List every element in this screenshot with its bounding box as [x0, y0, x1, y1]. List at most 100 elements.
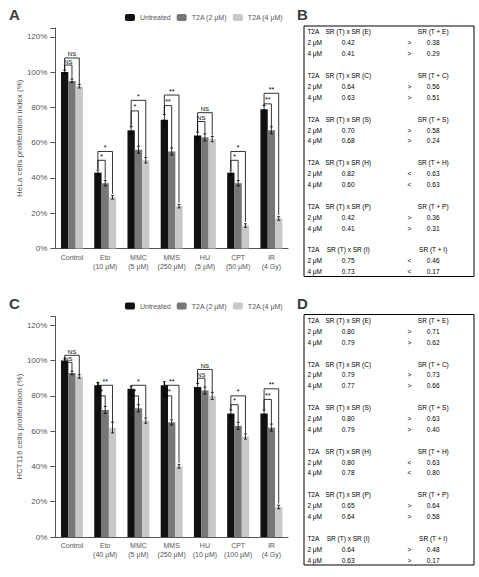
- svg-text:Untreated: Untreated: [140, 14, 171, 21]
- svg-text:0.42: 0.42: [342, 214, 355, 221]
- svg-text:0.31: 0.31: [427, 225, 440, 232]
- svg-text:NS: NS: [68, 51, 76, 57]
- svg-text:Untreated: Untreated: [140, 303, 171, 310]
- svg-text:(250 μM): (250 μM): [158, 551, 186, 559]
- svg-text:2 μM: 2 μM: [307, 459, 322, 467]
- svg-text:*: *: [237, 388, 240, 395]
- svg-text:>: >: [408, 502, 412, 509]
- svg-text:NS: NS: [68, 349, 76, 355]
- svg-text:(4 Gy): (4 Gy): [262, 551, 281, 559]
- svg-text:A: A: [9, 6, 20, 23]
- svg-text:SR (T) x SR (S): SR (T) x SR (S): [325, 116, 371, 124]
- svg-text:>: >: [408, 546, 412, 553]
- svg-text:0.62: 0.62: [427, 339, 440, 346]
- svg-text:0.60: 0.60: [342, 181, 355, 188]
- svg-text:>: >: [408, 94, 412, 101]
- svg-text:0.58: 0.58: [427, 127, 440, 134]
- svg-text:80%: 80%: [31, 103, 47, 112]
- svg-text:Eto: Eto: [100, 254, 111, 261]
- svg-text:0.51: 0.51: [427, 94, 440, 101]
- svg-text:SR (T + I): SR (T + I): [419, 246, 447, 254]
- svg-text:4 μM: 4 μM: [307, 137, 322, 145]
- svg-text:2 μM: 2 μM: [307, 170, 322, 178]
- svg-text:2 μM: 2 μM: [307, 83, 322, 91]
- svg-text:*: *: [237, 144, 240, 151]
- svg-text:2 μM: 2 μM: [307, 127, 322, 135]
- svg-text:SR (T + I): SR (T + I): [419, 535, 447, 543]
- svg-text:<: <: [408, 469, 412, 476]
- svg-text:NS: NS: [197, 115, 205, 121]
- svg-text:IR: IR: [268, 254, 275, 261]
- svg-text:0.56: 0.56: [427, 83, 440, 90]
- svg-text:(40 μM): (40 μM): [93, 551, 117, 559]
- svg-text:0.41: 0.41: [342, 225, 355, 232]
- svg-text:**: **: [165, 388, 171, 395]
- svg-text:60%: 60%: [31, 427, 47, 436]
- svg-text:0.75: 0.75: [342, 257, 355, 264]
- svg-text:0.78: 0.78: [342, 469, 355, 476]
- svg-text:SR (T) x SR (E): SR (T) x SR (E): [325, 28, 371, 36]
- svg-text:2 μM: 2 μM: [307, 546, 322, 554]
- svg-text:T2A: T2A: [307, 535, 320, 542]
- svg-text:(100 μM): (100 μM): [224, 551, 252, 559]
- svg-text:4 μM: 4 μM: [307, 94, 322, 102]
- svg-text:T2A: T2A: [307, 317, 320, 324]
- svg-text:2 μM: 2 μM: [307, 328, 322, 336]
- svg-text:4 μM: 4 μM: [307, 557, 322, 565]
- svg-text:MMC: MMC: [130, 542, 147, 549]
- svg-text:**: **: [269, 86, 275, 93]
- svg-text:120%: 120%: [27, 32, 47, 41]
- svg-text:4 μM: 4 μM: [307, 225, 322, 233]
- svg-text:**: **: [265, 96, 271, 103]
- svg-text:*: *: [100, 388, 103, 395]
- svg-text:>: >: [408, 371, 412, 378]
- svg-text:SR (T + E): SR (T + E): [418, 28, 449, 36]
- svg-text:*: *: [137, 93, 140, 100]
- svg-text:0.80: 0.80: [342, 459, 355, 466]
- svg-text:MMS: MMS: [164, 542, 181, 549]
- svg-text:0.66: 0.66: [427, 382, 440, 389]
- svg-text:T2A: T2A: [307, 203, 320, 210]
- svg-text:0.80: 0.80: [342, 415, 355, 422]
- svg-text:60%: 60%: [31, 138, 47, 147]
- svg-text:*: *: [133, 103, 136, 110]
- svg-text:2 μM: 2 μM: [307, 257, 322, 265]
- svg-text:**: **: [265, 392, 271, 399]
- svg-text:(250 μM): (250 μM): [158, 263, 186, 271]
- svg-text:(4 Gy): (4 Gy): [262, 263, 281, 271]
- svg-text:0.79: 0.79: [342, 426, 355, 433]
- svg-text:CPT: CPT: [231, 542, 246, 549]
- svg-text:T2A (4 μM): T2A (4 μM): [248, 303, 283, 311]
- svg-text:SR (T + H): SR (T + H): [418, 159, 449, 167]
- svg-text:T2A: T2A: [307, 159, 320, 166]
- svg-text:>: >: [408, 83, 412, 90]
- svg-text:CPT: CPT: [231, 254, 246, 261]
- svg-text:0.36: 0.36: [427, 214, 440, 221]
- svg-text:80%: 80%: [31, 391, 47, 400]
- svg-text:0.80: 0.80: [342, 328, 355, 335]
- svg-text:2 μM: 2 μM: [307, 371, 322, 379]
- svg-text:>: >: [408, 328, 412, 335]
- svg-text:Control: Control: [61, 542, 84, 549]
- svg-text:HU: HU: [200, 254, 210, 261]
- svg-text:0.40: 0.40: [427, 426, 440, 433]
- svg-text:<: <: [408, 257, 412, 264]
- svg-text:T2A: T2A: [307, 246, 320, 253]
- svg-text:T2A: T2A: [307, 72, 320, 79]
- svg-text:>: >: [408, 127, 412, 134]
- svg-text:(10 μM): (10 μM): [93, 263, 117, 271]
- svg-text:4 μM: 4 μM: [307, 513, 322, 521]
- svg-text:0.71: 0.71: [427, 328, 440, 335]
- svg-text:IR: IR: [268, 542, 275, 549]
- svg-text:MMC: MMC: [130, 254, 147, 261]
- svg-text:0.64: 0.64: [342, 546, 355, 553]
- svg-text:>: >: [408, 137, 412, 144]
- svg-text:T2A (2 μM): T2A (2 μM): [192, 14, 227, 22]
- svg-text:T2A: T2A: [307, 448, 320, 455]
- svg-text:T2A (4 μM): T2A (4 μM): [248, 14, 283, 22]
- svg-text:**: **: [169, 378, 175, 385]
- svg-text:Eto: Eto: [100, 542, 111, 549]
- svg-text:0%: 0%: [36, 533, 48, 542]
- svg-text:20%: 20%: [31, 497, 47, 506]
- svg-text:NS: NS: [64, 356, 72, 362]
